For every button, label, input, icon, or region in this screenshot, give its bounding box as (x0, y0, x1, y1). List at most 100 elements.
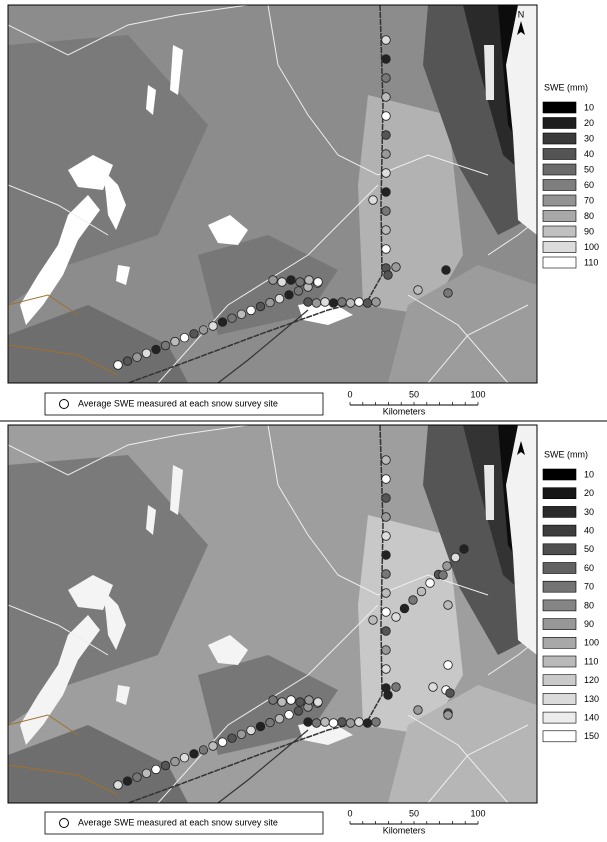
survey-site (450, 552, 461, 563)
scale-label: 100 (470, 389, 485, 399)
lake (146, 85, 156, 115)
survey-site (381, 206, 391, 216)
legend-swatch (542, 132, 577, 145)
legend-label: 30 (584, 507, 594, 517)
legend-swatch (542, 674, 577, 687)
survey-site (383, 270, 393, 280)
survey-site (303, 717, 313, 727)
lake (146, 505, 156, 535)
road (8, 344, 119, 376)
survey-site (151, 764, 161, 775)
survey-site (286, 275, 296, 285)
survey-site (391, 682, 401, 692)
survey-site (255, 301, 266, 312)
survey-site (425, 578, 435, 588)
survey-site (208, 741, 218, 751)
survey-site (122, 356, 133, 366)
survey-site (198, 745, 209, 755)
survey-site (160, 760, 171, 771)
lake (208, 635, 248, 665)
survey-site (381, 474, 391, 484)
map-panel (7, 424, 538, 804)
survey-site (381, 493, 391, 503)
legend-swatch (542, 148, 577, 160)
land-strip (484, 45, 494, 100)
survey-site (189, 329, 199, 339)
survey-site (381, 92, 391, 102)
river (427, 304, 529, 383)
legend-swatch (542, 468, 577, 481)
map (8, 425, 537, 803)
survey-site (151, 344, 161, 355)
river (427, 724, 529, 803)
legend-label: 110 (584, 257, 598, 267)
legend-label: 130 (584, 694, 599, 704)
survey-site (391, 612, 401, 622)
river (267, 5, 489, 176)
scale-unit: Kilometers (383, 825, 426, 835)
survey-site (293, 706, 304, 716)
survey-site (381, 664, 391, 674)
survey-site (328, 298, 339, 308)
legend-swatch (542, 210, 577, 222)
survey-site (368, 615, 378, 625)
survey-site (337, 717, 347, 727)
survey-site (441, 265, 451, 275)
map-frame (7, 424, 538, 804)
legend-label: 90 (584, 226, 594, 236)
lake (68, 575, 113, 610)
survey-site (208, 321, 218, 331)
legend-label: 40 (584, 525, 594, 535)
legend-swatch (542, 194, 577, 207)
legend-label: 100 (584, 242, 599, 252)
survey-site (217, 317, 228, 327)
scale-label: 50 (409, 808, 419, 818)
survey-site (354, 297, 364, 307)
caption-symbol (59, 818, 69, 828)
survey-site (122, 776, 133, 786)
survey-site (277, 697, 287, 707)
survey-site (381, 645, 391, 655)
land-strip (484, 465, 494, 520)
survey-site (113, 780, 123, 790)
north-label: N (518, 9, 525, 19)
legend-label: 150 (584, 731, 599, 741)
survey-site (274, 714, 285, 724)
legend-label: 30 (584, 133, 594, 143)
survey-site (383, 690, 393, 700)
legend-label: 80 (584, 600, 594, 610)
legend-label: 120 (584, 675, 599, 685)
legend-label: 90 (584, 619, 594, 629)
survey-site (381, 168, 391, 178)
survey-site (268, 275, 278, 285)
survey-site (265, 297, 275, 308)
map-frame (7, 4, 538, 384)
road (8, 294, 79, 316)
survey-site (345, 298, 356, 308)
survey-site (255, 721, 266, 732)
caption-box (44, 392, 324, 416)
north-arrow (517, 441, 525, 455)
survey-site (381, 550, 391, 560)
survey-site (217, 737, 228, 747)
legend-label: 60 (584, 180, 594, 190)
legend-swatch (542, 256, 577, 269)
lake (208, 215, 248, 245)
survey-site (246, 305, 256, 316)
road (8, 714, 79, 736)
survey-site (198, 325, 209, 335)
river (8, 5, 249, 56)
lake (170, 465, 183, 515)
survey-site (381, 626, 391, 636)
survey-site (381, 73, 391, 83)
swe-zone (8, 725, 188, 803)
survey-site (438, 570, 448, 580)
lake (68, 155, 113, 190)
river (8, 425, 249, 476)
caption-symbol (59, 399, 69, 409)
lake (103, 170, 126, 230)
survey-site (189, 749, 199, 759)
river (487, 219, 537, 256)
legend-label: 40 (584, 149, 594, 159)
legend-swatch (542, 618, 577, 630)
